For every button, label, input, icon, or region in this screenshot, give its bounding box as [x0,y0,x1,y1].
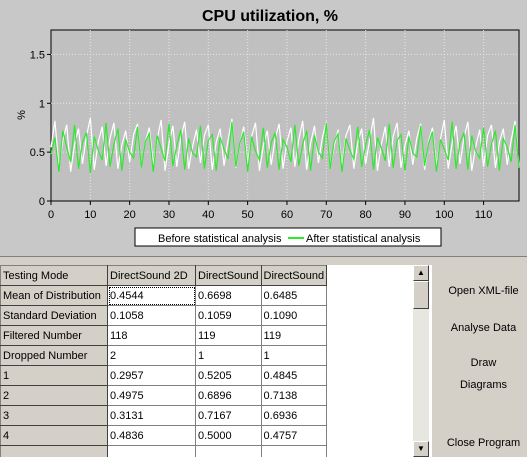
column-header[interactable]: DirectSound 2D [108,266,196,286]
table-cell[interactable]: 0.6896 [196,386,262,406]
row-header[interactable]: Mean of Distribution [1,286,108,306]
table-cell[interactable]: 0.6698 [196,286,262,306]
arrow-up-icon: ▲ [417,268,425,277]
close-program-button[interactable]: Close Program [440,431,527,453]
legend-label-after: After statistical analysis [306,233,421,245]
table-cell[interactable]: 0.4975 [108,386,196,406]
table-cell[interactable]: 118 [108,326,196,346]
chart-legend: Before statistical analysis After statis… [135,228,441,246]
table-cell[interactable]: 0.5000 [196,426,262,446]
vertical-scrollbar[interactable]: ▲ ▼ [413,265,429,457]
table-cell[interactable]: 0.5205 [196,366,262,386]
x-tick-label: 70 [320,209,332,221]
table-cell[interactable]: 0.1059 [196,306,262,326]
row-header[interactable]: 1 [1,366,108,386]
draw-diagrams-button[interactable]: Draw Diagrams [440,351,527,373]
x-tick-label: 20 [124,209,136,221]
row-header[interactable]: 2 [1,386,108,406]
table-cell[interactable]: 0.1058 [108,306,196,326]
scroll-down-button[interactable]: ▼ [413,441,429,457]
table-cell[interactable] [196,446,262,457]
table-cell[interactable]: 119 [196,326,262,346]
row-header[interactable]: Filtered Number [1,326,108,346]
x-tick-label: 110 [475,209,493,221]
x-tick-label: 10 [84,209,96,221]
chart-panel: CPU utilization, % 0 0.5 1 1.5 0 10 20 30 40 50 6… [0,0,527,256]
table-row [1,446,327,457]
x-tick-label: 100 [435,209,453,221]
arrow-down-icon: ▼ [417,444,425,453]
table-cell[interactable]: 0.6485 [261,286,327,306]
column-header[interactable]: Testing Mode [1,266,108,286]
cpu-utilization-chart: CPU utilization, % 0 0.5 1 1.5 0 10 20 30 40 50 6… [0,0,527,256]
table-cell[interactable]: 1 [196,346,262,366]
plot-area [51,30,519,201]
row-header[interactable]: 3 [1,406,108,426]
table-cell[interactable]: 0.6936 [261,406,327,426]
table-cell[interactable]: 0.7167 [196,406,262,426]
table-cell[interactable] [108,446,196,457]
row-header[interactable]: Dropped Number [1,346,108,366]
column-header[interactable]: DirectSound [261,266,327,286]
table-cell[interactable]: 0.4544 [108,286,196,306]
table-cell[interactable]: 119 [261,326,327,346]
analyse-data-button[interactable]: Analyse Data [440,316,527,338]
x-tick-label: 50 [242,209,254,221]
y-tick-label: 1 [39,98,45,110]
y-tick-label: 0 [39,196,45,208]
open-xml-file-button[interactable]: Open XML-file [440,279,527,301]
table-cell[interactable] [261,446,327,457]
y-axis-label: % [16,110,28,120]
table-cell[interactable]: 1 [261,346,327,366]
scroll-thumb[interactable] [413,281,429,309]
x-tick-label: 30 [163,209,175,221]
table-cell[interactable]: 0.4836 [108,426,196,446]
legend-label-before: Before statistical analysis [158,233,282,245]
x-tick-label: 90 [399,209,411,221]
row-header[interactable] [1,446,108,457]
y-tick-label: 1.5 [30,49,45,61]
table-cell[interactable]: 2 [108,346,196,366]
table-cell[interactable]: 0.3131 [108,406,196,426]
table-cell[interactable]: 0.7138 [261,386,327,406]
table-cell[interactable]: 0.2957 [108,366,196,386]
table-cell[interactable]: 0.4845 [261,366,327,386]
row-header[interactable]: Standard Deviation [1,306,108,326]
table-cell[interactable]: 0.4757 [261,426,327,446]
x-axis-ticks: 0 10 20 30 40 50 60 70 80 90 100 110 [48,201,492,221]
table-cell[interactable]: 0.1090 [261,306,327,326]
y-tick-label: 0.5 [30,147,45,159]
scroll-up-button[interactable]: ▲ [413,265,429,281]
y-axis-ticks: 0 0.5 1 1.5 [30,49,51,208]
x-tick-label: 0 [48,209,54,221]
x-tick-label: 40 [202,209,214,221]
chart-title: CPU utilization, % [202,8,338,25]
column-header[interactable]: DirectSound [196,266,262,286]
row-header[interactable]: 4 [1,426,108,446]
x-tick-label: 80 [359,209,371,221]
x-tick-label: 60 [281,209,293,221]
